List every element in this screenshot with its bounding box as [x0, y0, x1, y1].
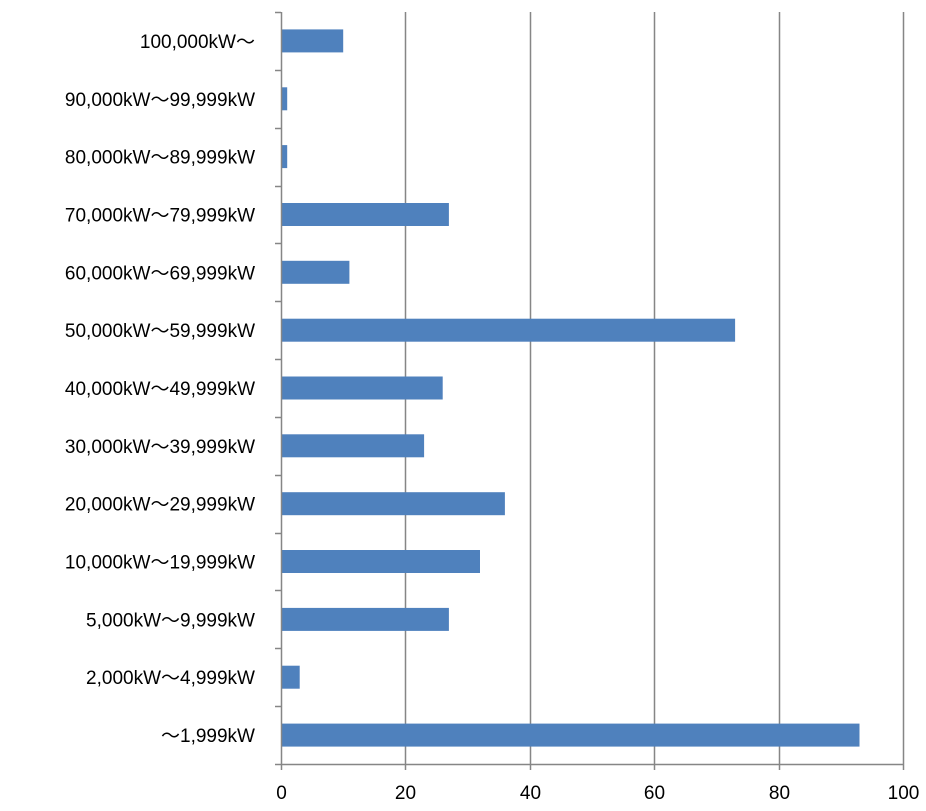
category-label: 90,000kW～99,999kW — [65, 90, 255, 111]
x-tick-label: 80 — [769, 783, 790, 804]
gridlines — [404, 12, 905, 764]
category-label: 100,000kW～ — [140, 32, 255, 53]
category-label: 5,000kW～9,999kW — [86, 610, 255, 631]
category-label: 2,000kW～4,999kW — [86, 668, 255, 689]
bar — [282, 723, 860, 747]
category-label: 10,000kW～19,999kW — [65, 553, 255, 574]
bar — [282, 492, 505, 516]
x-tick-label: 0 — [276, 783, 287, 804]
category-label: 60,000kW～69,999kW — [65, 263, 255, 284]
bar — [282, 318, 736, 342]
bar — [282, 607, 449, 631]
category-labels: 100,000kW～ 90,000kW～99,999kW 80,000kW～89,9… — [65, 32, 255, 747]
bar — [282, 434, 425, 458]
x-tick-label: 40 — [520, 783, 541, 804]
x-tick-label: 100 — [888, 783, 920, 804]
category-label: 80,000kW～89,999kW — [65, 148, 255, 169]
bar — [282, 29, 344, 53]
bar — [282, 376, 443, 400]
bar — [282, 260, 350, 284]
bar — [282, 87, 288, 111]
x-tick-label: 60 — [644, 783, 665, 804]
bar — [282, 145, 288, 169]
category-label: ～1,999kW — [161, 726, 255, 747]
category-label: 20,000kW～29,999kW — [65, 495, 255, 516]
x-tick-label: 20 — [395, 783, 416, 804]
category-label: 30,000kW～39,999kW — [65, 437, 255, 458]
category-label: 50,000kW～59,999kW — [65, 321, 255, 342]
bar — [282, 203, 449, 226]
category-label: 70,000kW～79,999kW — [65, 206, 255, 227]
bar — [282, 665, 300, 689]
category-label: 40,000kW～49,999kW — [65, 379, 255, 400]
bar — [282, 550, 480, 573]
bars — [282, 29, 860, 747]
axes — [275, 11, 905, 770]
x-tick-labels: 0 20 40 60 80 100 — [276, 783, 919, 804]
